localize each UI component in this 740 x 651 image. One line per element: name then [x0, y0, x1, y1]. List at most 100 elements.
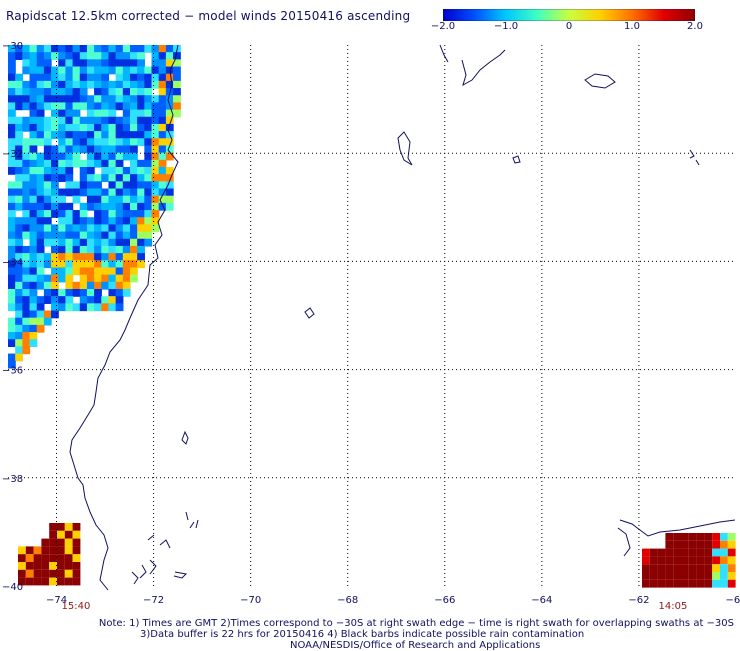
wind-cell	[712, 533, 720, 541]
wind-cell	[8, 317, 16, 326]
wind-cell	[144, 224, 153, 233]
wind-cell	[144, 45, 153, 53]
wind-cell	[144, 109, 153, 118]
wind-cell	[122, 202, 131, 211]
wind-cell	[115, 88, 124, 96]
wind-cell	[79, 231, 88, 240]
wind-cell	[8, 131, 16, 139]
wind-cell	[720, 556, 728, 565]
wind-cell	[49, 569, 57, 578]
wind-cell	[151, 224, 160, 233]
wind-cell	[58, 102, 67, 111]
wind-cell	[696, 572, 705, 580]
wind-cell	[696, 564, 705, 572]
wind-cell	[15, 317, 23, 326]
wind-cell	[129, 95, 138, 104]
wind-cell	[29, 145, 38, 154]
wind-cell	[22, 202, 31, 211]
wind-cell	[29, 238, 38, 247]
wind-cell	[94, 303, 102, 312]
wind-cell	[665, 533, 674, 541]
wind-cell	[108, 253, 117, 261]
wind-cell	[151, 138, 160, 147]
wind-cell	[115, 238, 124, 247]
wind-cell	[129, 210, 138, 218]
wind-cell	[727, 540, 736, 549]
wind-cell	[58, 123, 67, 132]
wind-cell	[151, 66, 160, 75]
wind-cell	[94, 174, 102, 182]
wind-cell	[122, 224, 131, 233]
wind-cell	[137, 123, 145, 132]
wind-cell	[86, 66, 95, 75]
wind-cell	[29, 95, 38, 104]
wind-cell	[15, 332, 23, 340]
wind-cell	[72, 181, 81, 190]
wind-cell	[94, 181, 102, 190]
wind-cell	[29, 260, 38, 269]
wind-cell	[58, 152, 67, 161]
wind-cell	[22, 210, 31, 218]
wind-cell	[165, 145, 174, 154]
wind-cell	[681, 540, 689, 549]
wind-cell	[115, 80, 124, 89]
wind-cell	[29, 174, 38, 182]
wind-cell	[108, 45, 117, 53]
bahia-blanca-coast	[617, 519, 736, 557]
wind-cell	[18, 577, 26, 586]
wind-cell	[22, 159, 31, 168]
wind-cell	[115, 73, 124, 82]
wind-cell	[115, 123, 124, 132]
wind-cell	[101, 102, 110, 111]
wind-cell	[129, 145, 138, 154]
wind-cell	[22, 152, 31, 161]
wind-cell	[101, 80, 110, 89]
wind-cell	[36, 80, 45, 89]
wind-cell	[94, 52, 102, 60]
wind-cell	[129, 45, 138, 53]
wind-cell	[72, 210, 81, 218]
wind-cell	[94, 224, 102, 233]
wind-cell	[58, 166, 67, 175]
wind-cell	[151, 59, 160, 68]
wind-cell	[51, 73, 59, 82]
wind-cell	[22, 59, 31, 68]
wind-cell	[79, 66, 88, 75]
wind-cell	[122, 52, 131, 60]
lon-tick-label: −66	[434, 595, 455, 606]
wind-cell	[8, 52, 16, 60]
wind-cell	[115, 174, 124, 182]
wind-cell	[665, 556, 674, 565]
wind-cell	[43, 274, 52, 283]
wind-cell	[122, 253, 131, 261]
wind-cell	[15, 310, 23, 319]
wind-cell	[15, 217, 23, 226]
wind-cell	[108, 116, 117, 125]
wind-cell	[15, 202, 23, 211]
wind-cell	[8, 88, 16, 96]
wind-cell	[29, 288, 38, 297]
wind-cell	[18, 554, 26, 562]
wind-cell	[72, 281, 81, 290]
wind-cell	[22, 181, 31, 190]
wind-cell	[144, 123, 153, 132]
wind-cell	[712, 540, 720, 549]
wind-cell	[29, 332, 38, 340]
wind-cell	[51, 245, 59, 254]
lon-tick-label: −68	[337, 595, 358, 606]
wind-cell	[129, 109, 138, 118]
wind-cell	[158, 123, 167, 132]
wind-cell	[122, 138, 131, 147]
wind-cell	[65, 260, 74, 269]
wind-cell	[108, 59, 117, 68]
wind-cell	[43, 317, 52, 326]
wind-cell	[8, 339, 16, 348]
wind-cell	[79, 159, 88, 168]
wind-cell	[94, 260, 102, 269]
wind-cell	[86, 80, 95, 89]
wind-cell	[51, 109, 59, 118]
wind-cell	[101, 73, 110, 82]
wind-cell	[58, 159, 67, 168]
wind-cell	[58, 73, 67, 82]
wind-cell	[115, 59, 124, 68]
